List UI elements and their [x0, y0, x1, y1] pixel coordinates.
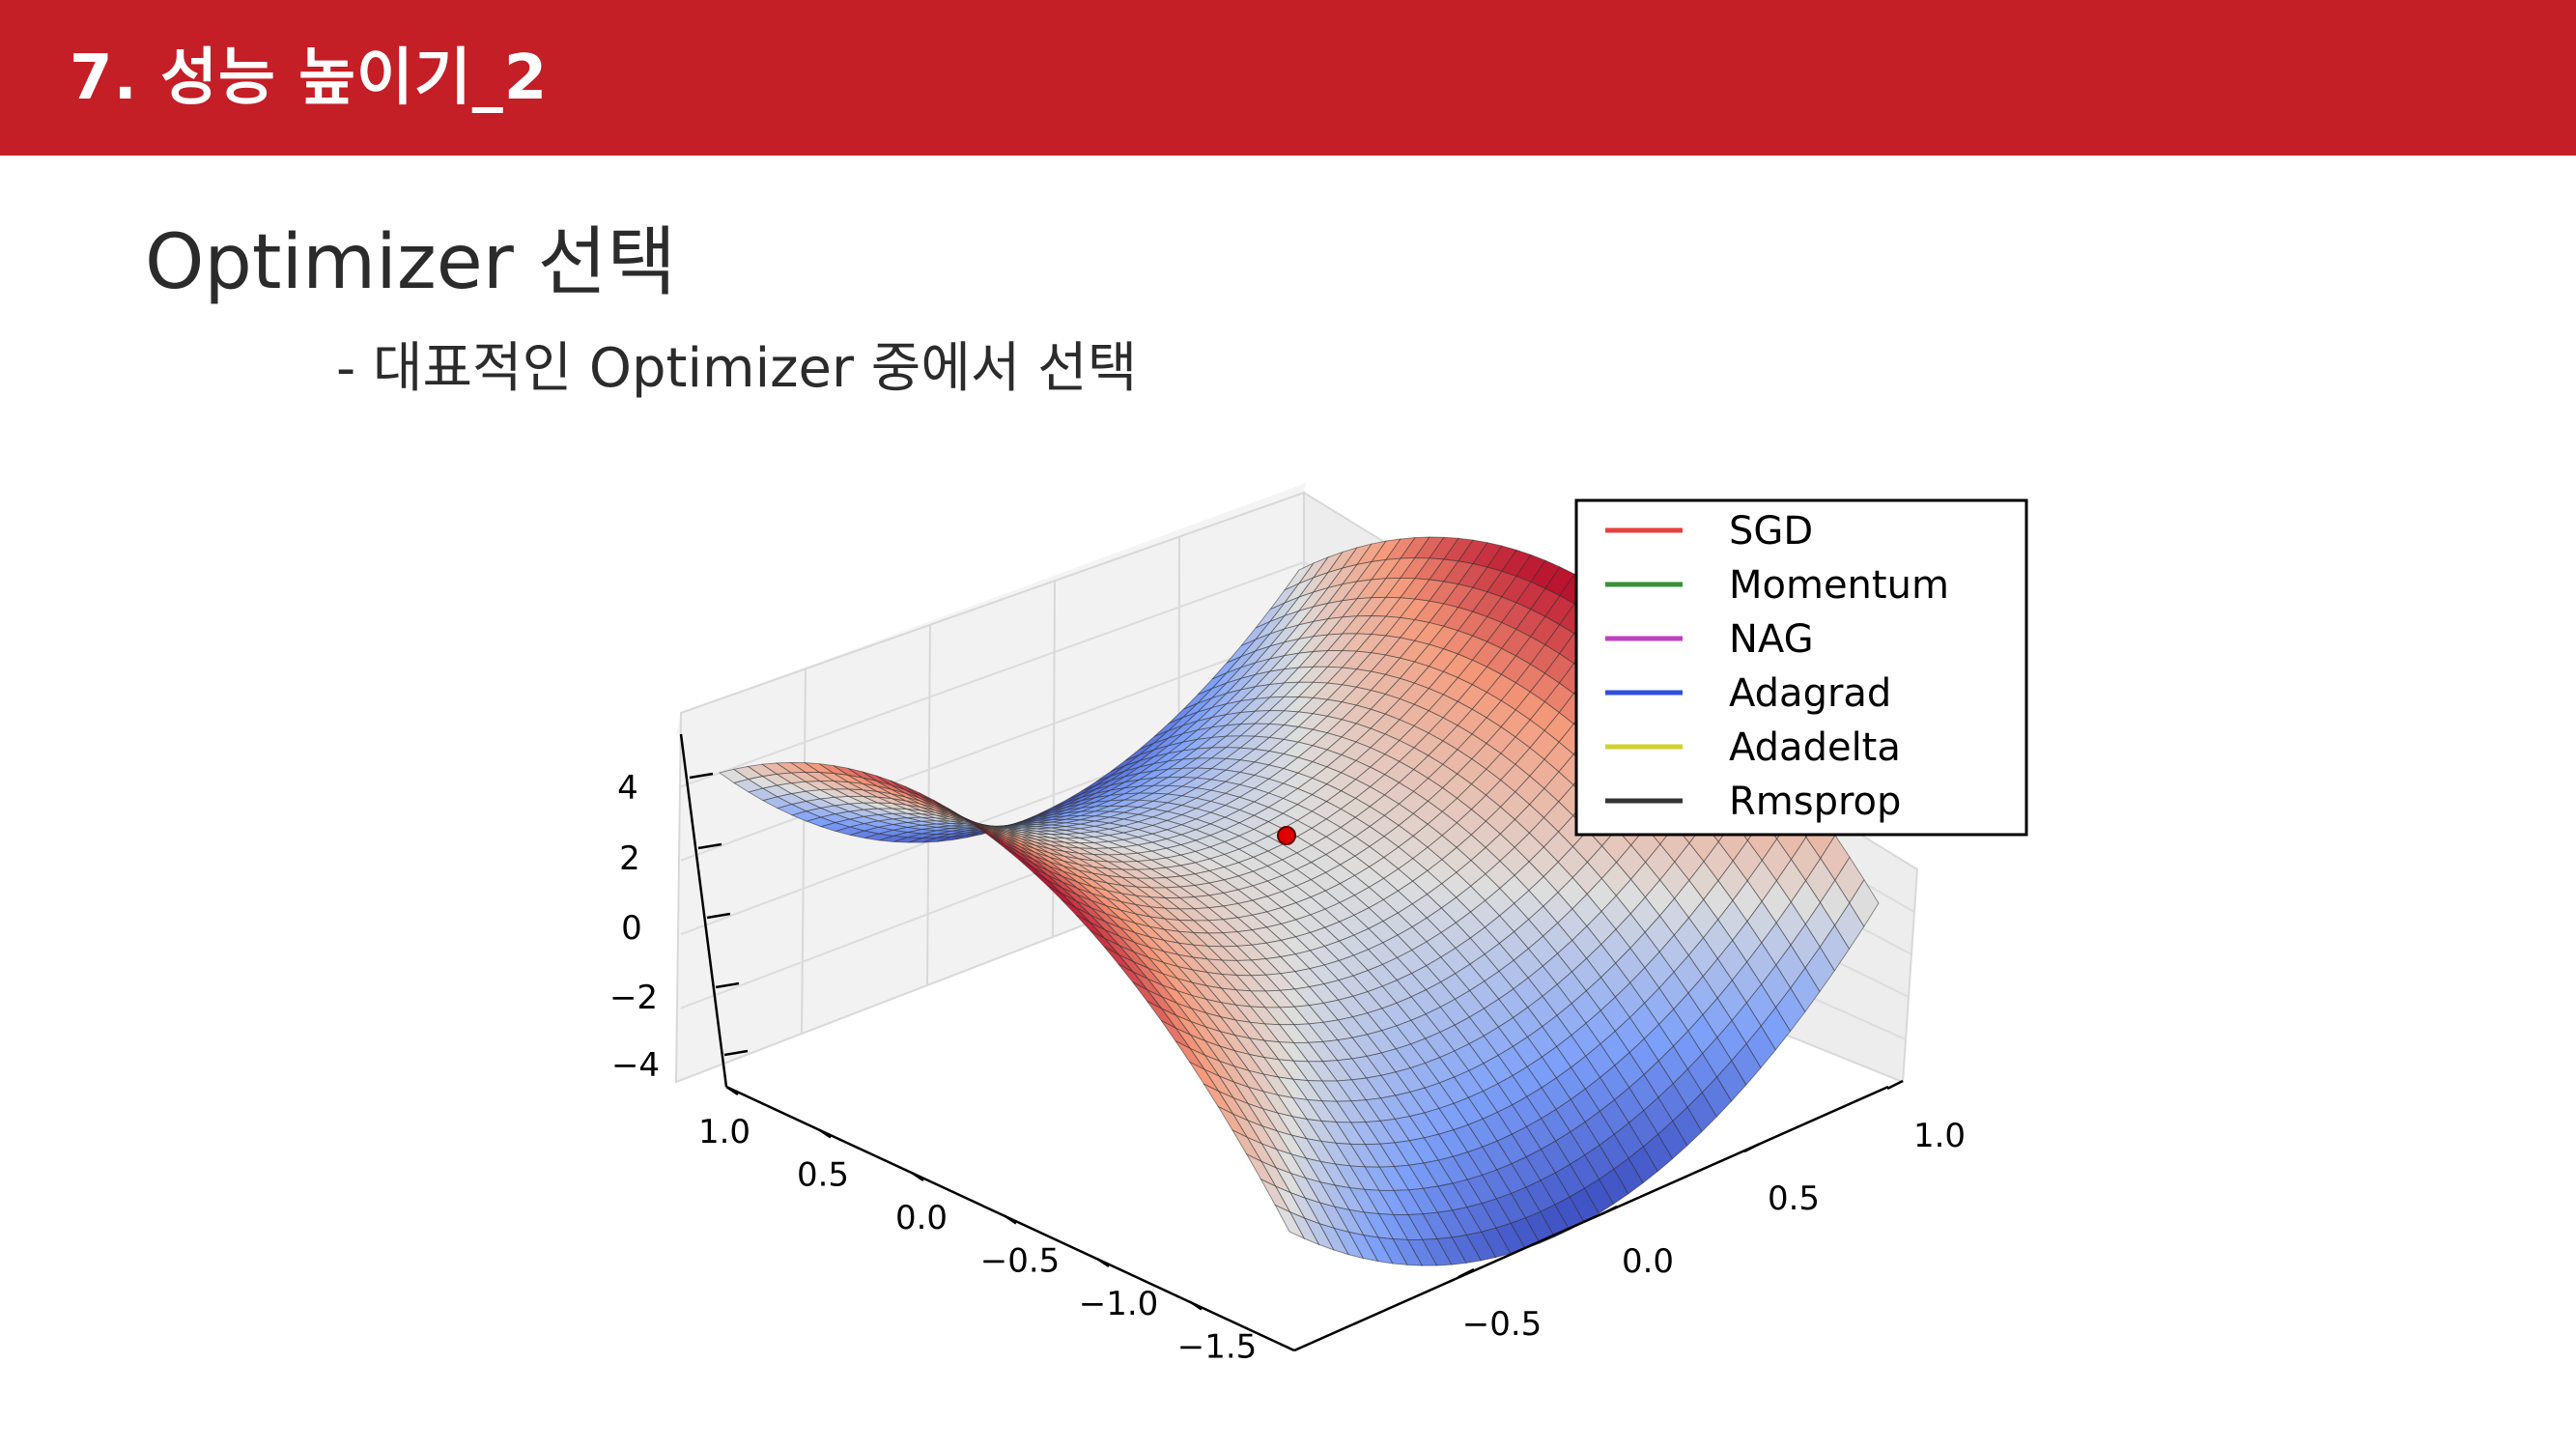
y-tick-label: −0.5	[1462, 1305, 1543, 1344]
legend-label: NAG	[1729, 617, 1814, 662]
z-axis-line	[679, 733, 728, 1088]
x-tick-label: −1.0	[1079, 1285, 1159, 1323]
z-tick-label: −2	[609, 979, 658, 1017]
page-subtitle: - 대표적인 Optimizer 중에서 선택	[336, 337, 1138, 400]
axes-ticks: 4 2 0 −2 −4 1.0 0.5 0.0 −0.5 −1.0 −1.5 −0.5 0.0 0.5 1.…	[609, 733, 1966, 1367]
start-point-marker	[1277, 826, 1296, 845]
y-tick-label: 0.5	[1768, 1179, 1820, 1218]
header-bar: 7. 성능 높이기_2	[0, 0, 2576, 156]
x-tick-label: −0.5	[980, 1242, 1061, 1281]
z-tick-label: 4	[617, 769, 638, 808]
surface-patch	[1274, 1204, 1306, 1240]
z-tick-label: 2	[619, 839, 640, 878]
x-tick-label: 1.0	[698, 1113, 750, 1151]
x-tick-label: 0.5	[797, 1156, 849, 1195]
start-point	[1277, 826, 1296, 845]
chart-legend: SGD Momentum NAG Adagrad Adadelta Rmsprop	[1574, 498, 2028, 837]
y-tick-label: 1.0	[1913, 1117, 1966, 1155]
y-tick-label: 0.0	[1622, 1242, 1674, 1281]
legend-label: Adagrad	[1729, 671, 1891, 716]
legend-label: Momentum	[1729, 563, 1949, 608]
legend-label: Rmsprop	[1729, 780, 1901, 824]
x-tick-label: −1.5	[1177, 1328, 1258, 1367]
header-title: 7. 성능 높이기_2	[70, 43, 549, 114]
z-tick-label: −4	[611, 1046, 660, 1085]
page-title: Optimizer 선택	[145, 219, 677, 306]
x-tick-label: 0.0	[895, 1199, 948, 1237]
z-tick-label: 0	[621, 909, 642, 948]
legend-label: SGD	[1729, 509, 1813, 554]
y-axis-line	[1293, 1085, 1889, 1352]
legend-label: Adadelta	[1729, 725, 1901, 770]
legend-box	[1574, 498, 2028, 837]
